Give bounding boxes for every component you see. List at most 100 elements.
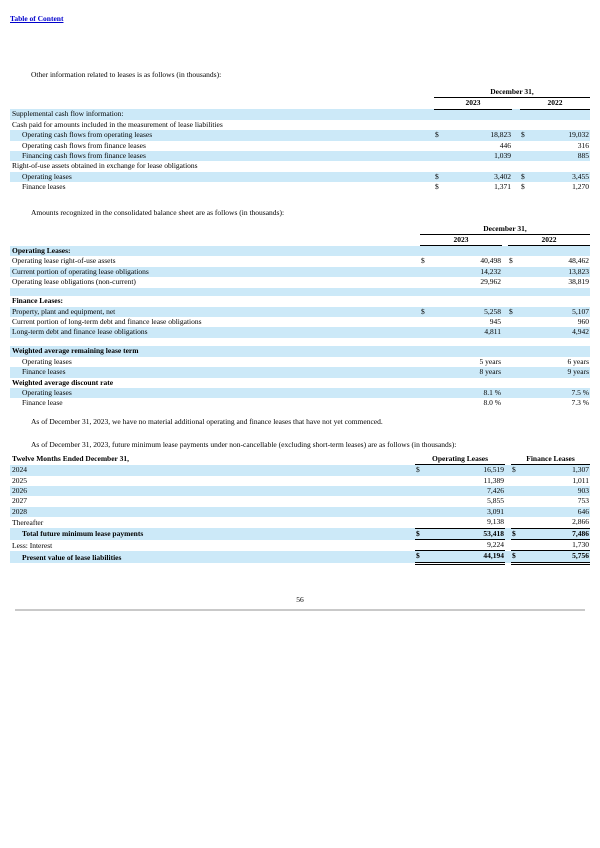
table-row: [10, 287, 590, 297]
period-header-row: December 31,: [10, 87, 590, 99]
table-row: Less: Interest 9,224 1,730: [10, 539, 591, 552]
value-col2: 1,011: [572, 475, 590, 485]
value-col2: 5,756: [523, 550, 591, 565]
table-row: 2028 3,091 646: [10, 506, 591, 518]
value-col1: 3,091: [487, 506, 505, 516]
year-header-2023: 2023: [434, 97, 512, 110]
table-row: Financing cash flows from finance leases…: [10, 150, 590, 162]
table-row: Right-of-use assets obtained in exchange…: [10, 161, 590, 171]
value-col1: 8 years: [479, 367, 501, 377]
year-header-2023: 2023: [420, 234, 502, 247]
table-row: Operating cash flows from operating leas…: [10, 130, 590, 141]
value-col2: 1,730: [523, 539, 591, 552]
value-col1: 1,039: [494, 150, 511, 160]
dollar-sign-col1: [434, 161, 446, 171]
dollar-sign-col2: $: [509, 306, 513, 316]
value-col1: [446, 161, 512, 171]
value-col1: 40,498: [480, 256, 501, 266]
value-col1: [432, 346, 502, 356]
value-col2: 7.3 %: [571, 398, 590, 408]
value-col2: 1,307: [572, 465, 590, 475]
row-label: Finance Leases:: [12, 296, 64, 306]
value-col1: 16,519: [483, 465, 505, 475]
row-label: Operating cash flows from finance leases: [22, 140, 146, 150]
table-row: Total future minimum lease payments $53,4…: [10, 528, 591, 541]
table-row: Operating leases 8.1 % 7.5 %: [10, 387, 590, 399]
dollar-sign-col2: [508, 357, 520, 367]
dollar-sign-col2: [508, 288, 520, 297]
dollar-sign-col1: $: [415, 550, 427, 565]
value-col1: 18,823: [490, 130, 511, 140]
operating-leases-header: Operating Leases: [415, 453, 506, 466]
dollar-sign-col2: [508, 317, 520, 327]
header-spacer: [10, 234, 420, 245]
row-label: Property, plant and equipment, net: [12, 306, 116, 316]
table-row: [10, 338, 590, 347]
table-row: 2024 $16,519 $1,307: [10, 464, 591, 476]
intro-paragraph-balance-sheet: Amounts recognized in the consolidated b…: [31, 207, 285, 217]
dollar-sign-col2: [511, 517, 524, 529]
dollar-sign-col1: $: [415, 528, 427, 541]
value-col2: 9 years: [567, 367, 589, 377]
value-col1: 9,138: [427, 517, 506, 529]
row-label: Finance leases: [22, 367, 66, 377]
note-no-commenced-leases: As of December 31, 2023, we have no mate…: [31, 416, 383, 426]
table-row: Finance leases $1,371 $1,270: [10, 182, 590, 192]
column-gap: [512, 161, 520, 171]
page-number: 56: [296, 594, 304, 604]
dollar-sign-col2: [520, 161, 532, 171]
row-label: Total future minimum lease payments: [22, 529, 144, 539]
dollar-sign-col2: [511, 476, 523, 486]
group-header-row: Twelve Months Ended December 31, Operati…: [10, 453, 591, 466]
year-header-row: 2023 2022: [10, 234, 590, 247]
value-col2: 19,032: [568, 130, 589, 140]
value-col1: 14,232: [480, 266, 501, 276]
dollar-sign-col1: [420, 327, 432, 337]
table-of-contents-link[interactable]: Table of Content: [10, 14, 64, 23]
value-col1: [446, 120, 512, 130]
dollar-sign-col1: $: [416, 465, 420, 475]
dollar-sign-col2: [508, 338, 520, 347]
dollar-sign-col1: [420, 296, 432, 306]
column-gap: [512, 172, 520, 182]
row-label: Operating leases: [22, 387, 72, 397]
row-label: Operating lease obligations (non-current…: [12, 277, 136, 287]
dollar-sign-col2: [508, 367, 520, 377]
row-label: Less: Interest: [12, 540, 53, 550]
dollar-sign-col1: [434, 141, 446, 151]
dollar-sign-col2: [520, 120, 532, 130]
page-bottom-divider: [15, 608, 585, 611]
column-gap: [512, 120, 520, 130]
value-col1: [432, 378, 502, 388]
table-row: Operating leases $3,402 $3,455: [10, 171, 590, 183]
value-col1: 8.0 %: [483, 398, 502, 408]
table-row: Thereafter 9,138 2,866: [10, 517, 591, 529]
value-col2: [520, 378, 590, 388]
value-col1: 4,811: [484, 327, 501, 337]
dollar-sign-col2: $: [521, 130, 525, 140]
row-label: Operating leases: [22, 356, 72, 366]
dollar-sign-col1: [415, 517, 427, 529]
row-label: Current portion of long-term debt and fi…: [12, 316, 202, 326]
dollar-sign-col1: [420, 246, 432, 256]
row-label: Financing cash flows from finance leases: [22, 150, 146, 160]
dollar-sign-col2: [508, 346, 520, 356]
dollar-sign-col1: [420, 357, 432, 367]
year-header-row: 2023 2022: [10, 97, 590, 110]
row-label: Finance lease: [22, 398, 63, 408]
dollar-sign-col2: [508, 296, 520, 306]
supplemental-cash-flow-table: December 31, 2023 2022 Supplemental cash…: [10, 87, 590, 193]
value-col1: 53,418: [427, 528, 506, 541]
value-col1: [432, 288, 502, 297]
row-label: Long-term debt and finance lease obligat…: [12, 327, 148, 337]
value-col2: 3,455: [572, 171, 589, 181]
period-header-row: December 31,: [10, 223, 590, 235]
dollar-sign-col1: [420, 338, 432, 347]
value-col2: [520, 338, 590, 347]
table-row: Finance lease 8.0 % 7.3 %: [10, 398, 590, 408]
row-label: Right-of-use assets obtained in exchange…: [12, 161, 198, 171]
column-gap: [512, 151, 520, 161]
value-col1: 945: [489, 316, 501, 326]
row-label: Current portion of operating lease oblig…: [12, 266, 149, 276]
dollar-sign-col2: $: [511, 528, 524, 541]
